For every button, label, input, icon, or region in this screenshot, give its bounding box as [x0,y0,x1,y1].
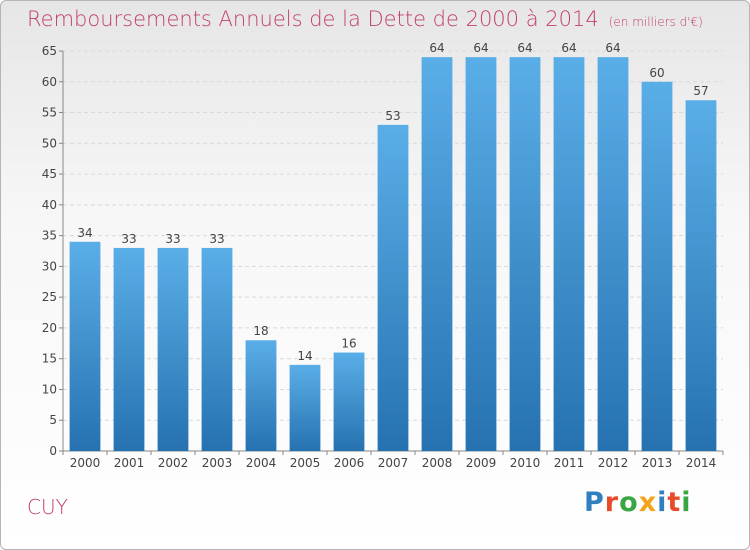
x-tick-label: 2002 [158,456,189,470]
x-tick-label: 2004 [246,456,277,470]
x-tick-label: 2008 [422,456,453,470]
y-tick-label: 50 [42,136,57,150]
y-tick-label: 25 [42,290,57,304]
y-tick-label: 65 [42,44,57,58]
y-tick-label: 10 [42,382,57,396]
data-label: 33 [165,232,180,246]
x-tick-label: 2006 [334,456,365,470]
data-label: 14 [297,349,312,363]
data-label: 34 [77,226,92,240]
data-label: 57 [693,84,708,98]
bar-2005 [289,364,321,451]
bar-2000 [69,241,101,451]
data-label: 16 [341,337,356,351]
chart-unit-label: (en milliers d'€) [608,15,703,29]
data-label: 33 [209,232,224,246]
x-tick-label: 2010 [510,456,541,470]
y-tick-label: 15 [42,352,57,366]
y-tick-label: 40 [42,198,57,212]
data-label: 64 [473,41,488,55]
brand-logo: Proxiti [584,487,692,518]
y-tick-label: 35 [42,229,57,243]
chart-title: Remboursements Annuels de la Dette de 20… [27,7,703,31]
y-tick-label: 20 [42,321,57,335]
data-label: 18 [253,324,268,338]
bar-2010 [509,57,541,452]
bar-2013 [641,81,673,452]
data-label: 64 [605,41,620,55]
y-tick-label: 30 [42,259,57,273]
data-label: 64 [517,41,532,55]
bar-2003 [201,247,233,451]
x-tick-label: 2009 [466,456,497,470]
bar-2011 [553,57,585,452]
bars [69,57,717,452]
y-tick-label: 55 [42,106,57,120]
data-label: 64 [561,41,576,55]
y-tick-label: 5 [49,413,57,427]
data-label: 53 [385,109,400,123]
bar-2001 [113,247,145,451]
bar-2006 [333,352,365,451]
x-tick-label: 2000 [70,456,101,470]
x-tick-label: 2014 [686,456,717,470]
chart-title-text: Remboursements Annuels de la Dette de 20… [27,7,599,31]
bar-2012 [597,57,629,452]
x-tick-label: 2003 [202,456,233,470]
bar-2004 [245,340,277,451]
x-tick-label: 2005 [290,456,321,470]
data-labels: 34 33 33 33 18 14 16 53 64 64 64 64 64 60 57 [77,41,708,363]
x-tick-label: 2013 [642,456,673,470]
y-tick-label: 60 [42,75,57,89]
bar-2009 [465,57,497,452]
data-label: 60 [649,66,664,80]
bar-2008 [421,57,453,452]
data-label: 64 [429,41,444,55]
x-tick-label: 2011 [554,456,585,470]
bar-2014 [685,100,717,451]
bar-2002 [157,247,189,451]
y-tick-label: 45 [42,167,57,181]
data-label: 33 [121,232,136,246]
y-tick-label: 0 [49,444,57,458]
bar-2007 [377,124,409,451]
x-tick-label: 2012 [598,456,629,470]
x-tick-label: 2007 [378,456,409,470]
x-tick-label: 2001 [114,456,145,470]
commune-name: CUY [27,495,68,519]
